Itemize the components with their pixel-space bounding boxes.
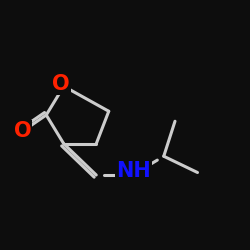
Text: O: O — [14, 121, 31, 141]
Text: NH: NH — [116, 161, 151, 181]
Text: O: O — [52, 74, 70, 94]
